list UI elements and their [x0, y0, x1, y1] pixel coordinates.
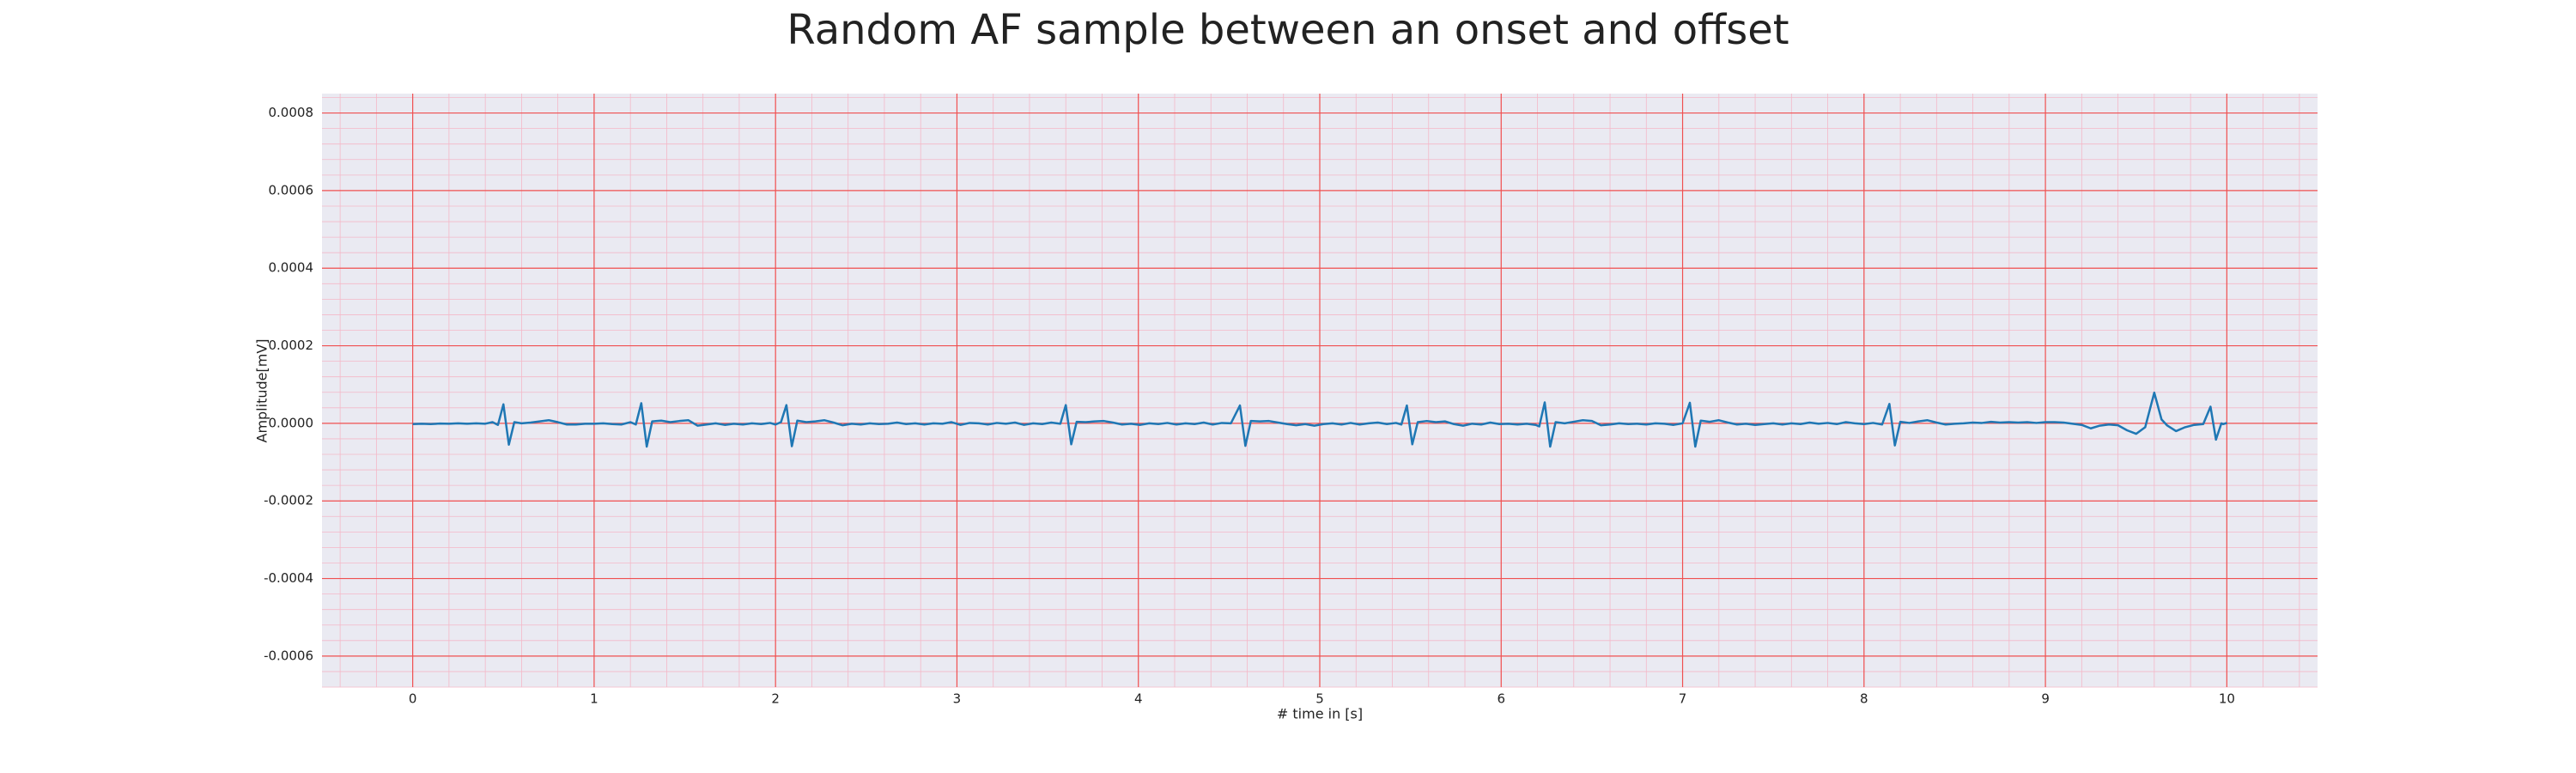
x-tick-label: 6	[1497, 691, 1505, 707]
x-tick-label: 5	[1315, 691, 1324, 707]
x-tick-label: 10	[2219, 691, 2235, 707]
y-tick-label: -0.0004	[264, 570, 313, 586]
x-tick-label: 8	[1860, 691, 1868, 707]
y-axis-label: Amplitude[mV]	[254, 338, 270, 442]
y-tick-label: -0.0002	[264, 493, 313, 508]
y-tick-label: 0.0008	[269, 105, 314, 120]
y-tick-label: 0.0002	[269, 338, 314, 353]
x-tick-label: 1	[590, 691, 598, 707]
x-tick-label: 9	[2041, 691, 2050, 707]
y-tick-label: -0.0006	[264, 648, 313, 663]
x-axis-label: # time in [s]	[1277, 706, 1363, 722]
ecg-line	[412, 391, 2227, 448]
x-tick-label: 0	[409, 691, 417, 707]
y-tick-label: 0.0000	[269, 415, 314, 430]
x-tick-label: 3	[953, 691, 962, 707]
x-tick-label: 4	[1134, 691, 1143, 707]
y-tick-label: 0.0004	[269, 260, 314, 276]
plot	[412, 391, 2227, 448]
grid	[322, 94, 2318, 688]
x-tick-label: 2	[771, 691, 780, 707]
y-tick-label: 0.0006	[269, 182, 314, 198]
x-tick-label: 7	[1679, 691, 1687, 707]
chart-title: Random AF sample between an onset and of…	[787, 6, 1789, 54]
